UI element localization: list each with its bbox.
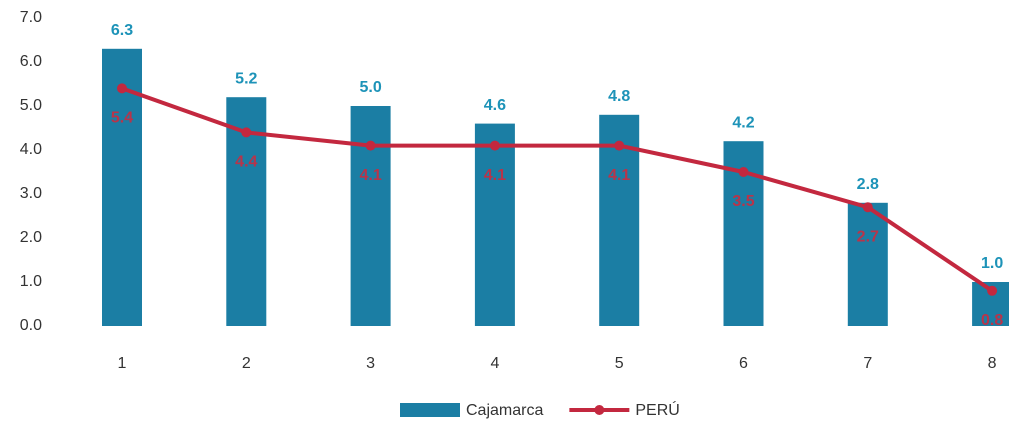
y-tick-label: 4.0 (20, 141, 42, 158)
bar-value-label: 5.2 (235, 70, 257, 87)
line-marker (987, 285, 998, 296)
bar (847, 202, 888, 326)
bar (350, 106, 391, 326)
x-tick-label: 7 (863, 355, 872, 372)
bar-value-label: 4.8 (608, 88, 630, 105)
bar-value-label: 4.6 (484, 97, 506, 114)
legend-swatch (400, 403, 460, 417)
y-tick-label: 1.0 (20, 273, 42, 290)
line-value-label: 4.1 (484, 167, 506, 184)
x-tick-label: 5 (615, 355, 624, 372)
line-marker (738, 167, 749, 177)
line-marker (489, 140, 500, 151)
legend-marker (594, 405, 605, 415)
line-value-label: 0.8 (981, 312, 1003, 329)
x-tick-label: 8 (988, 355, 997, 372)
bar-value-label: 4.2 (732, 114, 754, 131)
x-tick-label: 2 (242, 355, 251, 372)
bar-value-label: 6.3 (111, 22, 133, 39)
line-marker (241, 127, 252, 138)
bar-value-label: 5.0 (359, 79, 381, 96)
line-value-label: 4.4 (235, 154, 257, 171)
x-tick-label: 6 (739, 355, 748, 372)
x-tick-label: 3 (366, 355, 375, 372)
legend-label: PERÚ (635, 400, 679, 419)
legend-label: Cajamarca (466, 402, 543, 419)
y-tick-label: 0.0 (20, 317, 42, 334)
x-tick-label: 4 (490, 355, 499, 372)
y-tick-label: 6.0 (20, 53, 42, 70)
bar-value-label: 2.8 (857, 176, 879, 193)
y-tick-label: 3.0 (20, 185, 42, 202)
line-value-label: 4.1 (359, 167, 381, 184)
line-value-label: 5.4 (111, 110, 133, 127)
line-value-label: 3.5 (732, 193, 754, 210)
line-marker (365, 140, 376, 151)
y-tick-label: 7.0 (20, 9, 42, 26)
line (121, 86, 994, 293)
bar-value-label: 1.0 (981, 255, 1003, 272)
y-tick-label: 2.0 (20, 229, 42, 246)
bar (474, 123, 515, 326)
line-value-label: 4.1 (608, 167, 630, 184)
line-marker (862, 202, 873, 213)
x-tick-label: 1 (118, 355, 127, 372)
line-marker (614, 140, 625, 151)
y-tick-label: 5.0 (20, 97, 42, 114)
line-value-label: 2.7 (857, 228, 879, 245)
line-marker (117, 83, 127, 94)
